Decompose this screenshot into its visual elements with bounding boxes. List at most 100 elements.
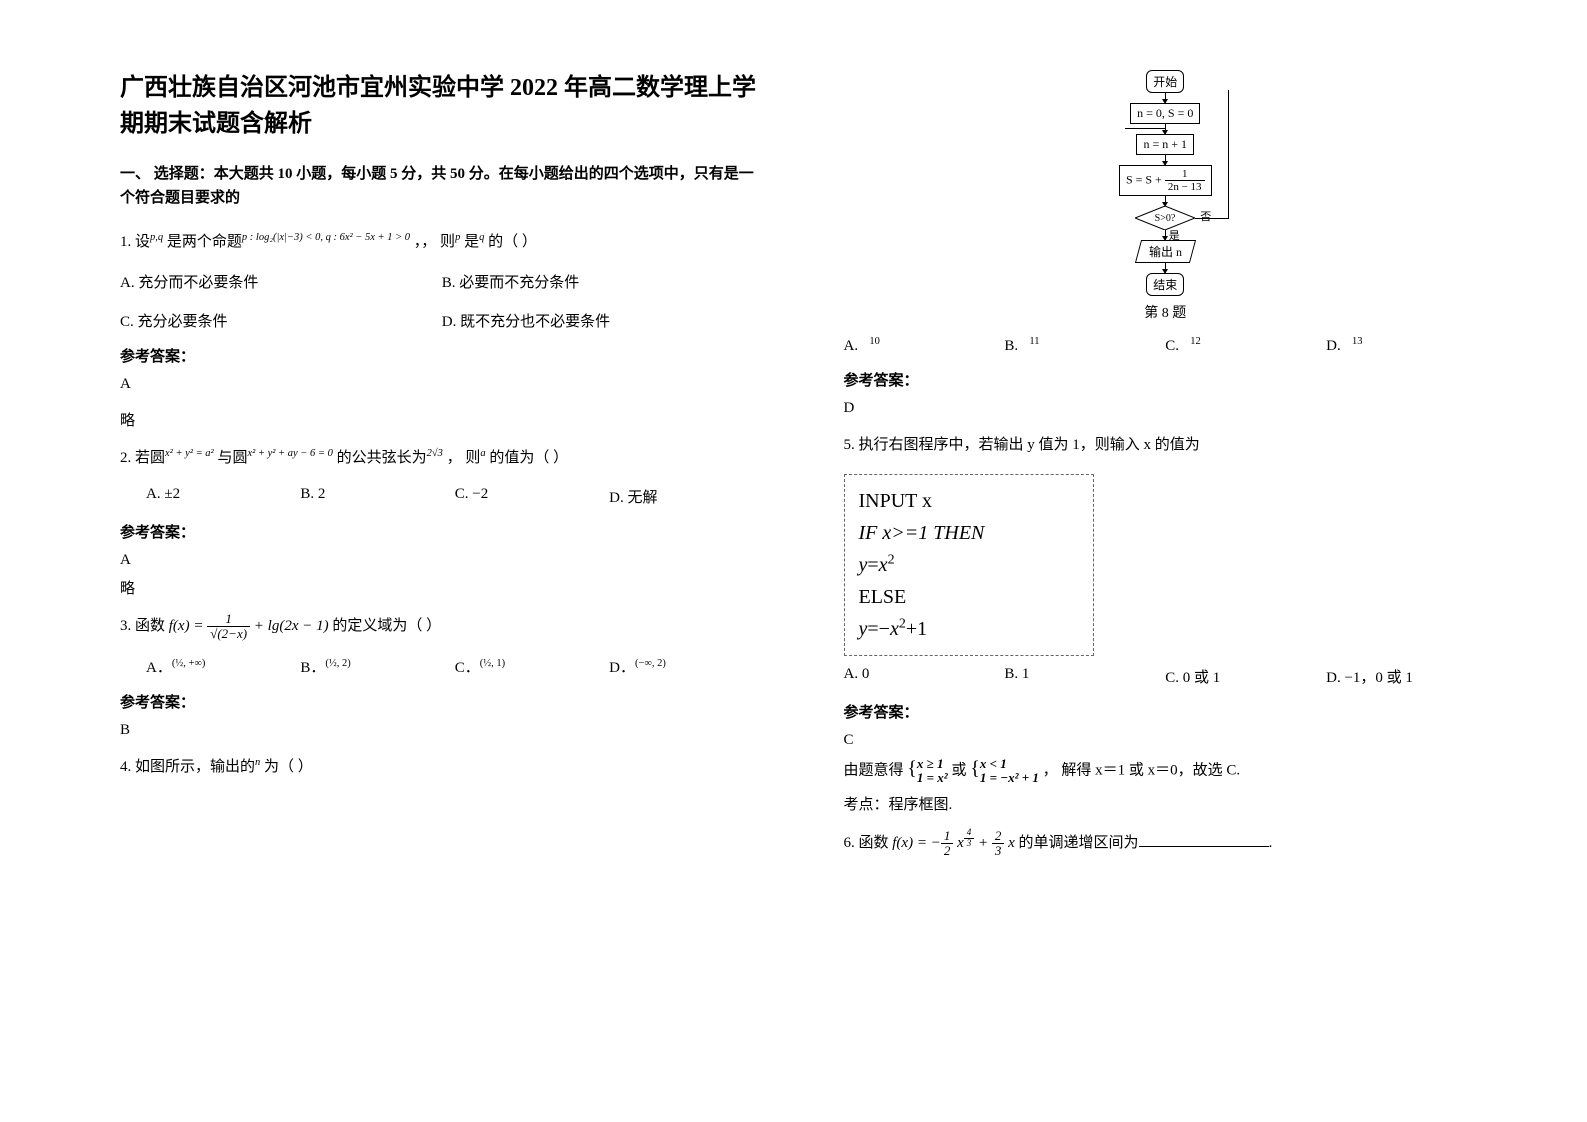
q4-n: n (255, 757, 260, 768)
q3-ans: B (120, 722, 764, 739)
fc-s-lhs: S = S + (1126, 172, 1165, 186)
question-3: 3. 函数 f(x) = 1√(2−x) + lg(2x − 1) 的定义域为（… (120, 612, 764, 642)
q1-options-row1: A. 充分而不必要条件 B. 必要而不充分条件 (120, 271, 764, 292)
fc-s-den: 2n − 13 (1165, 181, 1205, 193)
question-1: 1. 设p,q 是两个命题p : log₂(|x|−3) < 0, q : 6x… (120, 228, 764, 257)
q2-text-e: 的值为（ ） (489, 450, 568, 466)
q2-optB: B. 2 (300, 486, 454, 507)
fc-no: 否 (1200, 208, 1211, 224)
fc-inc: n = n + 1 (1136, 134, 1194, 155)
q5-expl-or: 或 (951, 762, 966, 778)
q5-code-l2: IF x>=1 THEN (859, 522, 985, 544)
fc-out: 输出 n (1135, 240, 1196, 263)
q1-text-e: 的（ ） (488, 234, 537, 250)
q1-optB: B. 必要而不充分条件 (442, 271, 764, 292)
q5-explain: 由题意得 {x ≥ 11 = x² 或 {x < 11 = −x² + 1 ， … (844, 757, 1488, 786)
q3-optA-pre: A． (146, 660, 172, 676)
q1-text-a: 1. 设 (120, 234, 150, 250)
q2-a: a (480, 448, 485, 459)
q5-optC: C. 0 或 1 (1165, 666, 1326, 687)
q5-note: 考点：程序框图. (844, 793, 1488, 814)
q5-expl-b: ， 解得 x＝1 或 x＝0，故选 C. (1043, 762, 1241, 778)
question-2: 2. 若圆x² + y² = a² 与圆x² + y² + ay − 6 = 0… (120, 444, 764, 473)
doc-title: 广西壮族自治区河池市宜州实验中学 2022 年高二数学理上学期期末试题含解析 (120, 70, 764, 142)
q2-optD: D. 无解 (609, 486, 763, 507)
q2-optC: C. −2 (455, 486, 609, 507)
q5-sys1-l2: 1 = x² (917, 770, 948, 785)
question-4-stem: 4. 如图所示，输出的n 为（ ） (120, 753, 764, 782)
q2-extra: 略 (120, 577, 764, 598)
q2-optA: A. ±2 (146, 486, 300, 507)
q4-optD: 13 (1352, 336, 1363, 347)
q3-fx-lhs: f(x) = (169, 618, 207, 634)
q1-ans-label: 参考答案： (120, 345, 764, 366)
q2-text-b: 与圆 (217, 450, 247, 466)
q3-optB-pre: B． (300, 660, 325, 676)
q3-text-b: 的定义域为（ ） (332, 618, 441, 634)
left-column: 广西壮族自治区河池市宜州实验中学 2022 年高二数学理上学期期末试题含解析 一… (100, 70, 804, 1092)
q4-optC: 12 (1190, 336, 1201, 347)
q3-optB: (½, 2) (325, 658, 350, 669)
q3-options: A．(½, +∞) B．(½, 2) C．(½, 1) D．(−∞, 2) (120, 656, 764, 677)
q5-sys2-l2: 1 = −x² + 1 (980, 770, 1039, 785)
fc-s-num: 1 (1165, 168, 1205, 181)
q3-ans-label: 参考答案： (120, 691, 764, 712)
q5-ans-label: 参考答案： (844, 701, 1488, 722)
q1-pexpr: p : log₂(|x|−3) < 0, q : 6x² − 5x + 1 > … (242, 232, 410, 243)
fc-cond-text: S>0? (1155, 213, 1176, 224)
q1-text-b: 是两个命题 (167, 234, 242, 250)
q4-flowchart: 开始 n = 0, S = 0 n = n + 1 S = S + 12n − … (1110, 70, 1220, 296)
q1-ans: A (120, 376, 764, 393)
section-instruction: 一、 选择题：本大题共 10 小题，每小题 5 分，共 50 分。在每小题给出的… (120, 162, 764, 210)
q3-optC: (½, 1) (480, 658, 505, 669)
q2-text-d: ， 则 (447, 450, 481, 466)
fc-s: S = S + 12n − 13 (1119, 165, 1212, 196)
question-5: 5. 执行右图程序中，若输出 y 值为 1，则输入 x 的值为 (844, 431, 1488, 460)
q4-text-b: 为（ ） (264, 759, 313, 775)
q5-codebox: INPUT x IF x>=1 THEN y=x2 ELSE y=−x2+1 (844, 474, 1094, 656)
q1-options-row2: C. 充分必要条件 D. 既不充分也不必要条件 (120, 310, 764, 331)
q1-text-d: 是 (464, 234, 479, 250)
fc-init: n = 0, S = 0 (1130, 103, 1200, 124)
q5-sys2-l1: x < 1 (980, 756, 1007, 771)
q1-optD: D. 既不充分也不必要条件 (442, 310, 764, 331)
q4-ans-label: 参考答案： (844, 369, 1488, 390)
q3-text-a: 3. 函数 (120, 618, 165, 634)
q5-options: A. 0 B. 1 C. 0 或 1 D. −1，0 或 1 (844, 666, 1488, 687)
q1-q: q (479, 232, 484, 243)
q5-optB: B. 1 (1004, 666, 1165, 687)
question-6: 6. 函数 f(x) = −12 x43 + 23 x 的单调递增区间为. (844, 828, 1488, 858)
q1-pq: p,q (150, 232, 163, 243)
q6-text-b: 的单调递增区间为 (1019, 835, 1139, 851)
fc-caption: 第 8 题 (1110, 302, 1220, 322)
q2-ans-label: 参考答案： (120, 521, 764, 542)
q3-optA: (½, +∞) (172, 658, 206, 669)
q4-text-a: 4. 如图所示，输出的 (120, 759, 255, 775)
q5-sys1-l1: x ≥ 1 (917, 756, 944, 771)
q5-optD: D. −1，0 或 1 (1326, 666, 1487, 687)
q5-code-l4: ELSE (859, 581, 1079, 613)
exam-page: 广西壮族自治区河池市宜州实验中学 2022 年高二数学理上学期期末试题含解析 一… (0, 0, 1587, 1122)
q2-options: A. ±2 B. 2 C. −2 D. 无解 (120, 486, 764, 507)
fc-end: 结束 (1146, 273, 1184, 296)
q3-frac-n: 1 (207, 612, 250, 627)
q2-c2: x² + y² + ay − 6 = 0 (247, 448, 332, 459)
q2-ans: A (120, 552, 764, 569)
q1-optC: C. 充分必要条件 (120, 310, 442, 331)
q4-optA: 10 (869, 336, 880, 347)
q6-blank (1139, 846, 1269, 847)
q4-ans: D (844, 400, 1488, 417)
q4-optB: 11 (1029, 336, 1039, 347)
q3-optD: (−∞, 2) (635, 658, 666, 669)
q2-text-c: 的公共弦长为 (337, 450, 427, 466)
q1-optA: A. 充分而不必要条件 (120, 271, 442, 292)
q3-optC-pre: C． (455, 660, 480, 676)
q3-frac-d: √(2−x) (207, 627, 250, 641)
q6-text-a: 6. 函数 (844, 835, 889, 851)
q4-options: A. 10 B. 11 C. 12 D. 13 (844, 336, 1488, 355)
q1-text-c: ，， 则 (414, 234, 455, 250)
q5-expl-a: 由题意得 (844, 762, 904, 778)
q1-p: p (455, 232, 460, 243)
q2-text-a: 2. 若圆 (120, 450, 165, 466)
q2-chord: 2√3 (427, 448, 443, 459)
